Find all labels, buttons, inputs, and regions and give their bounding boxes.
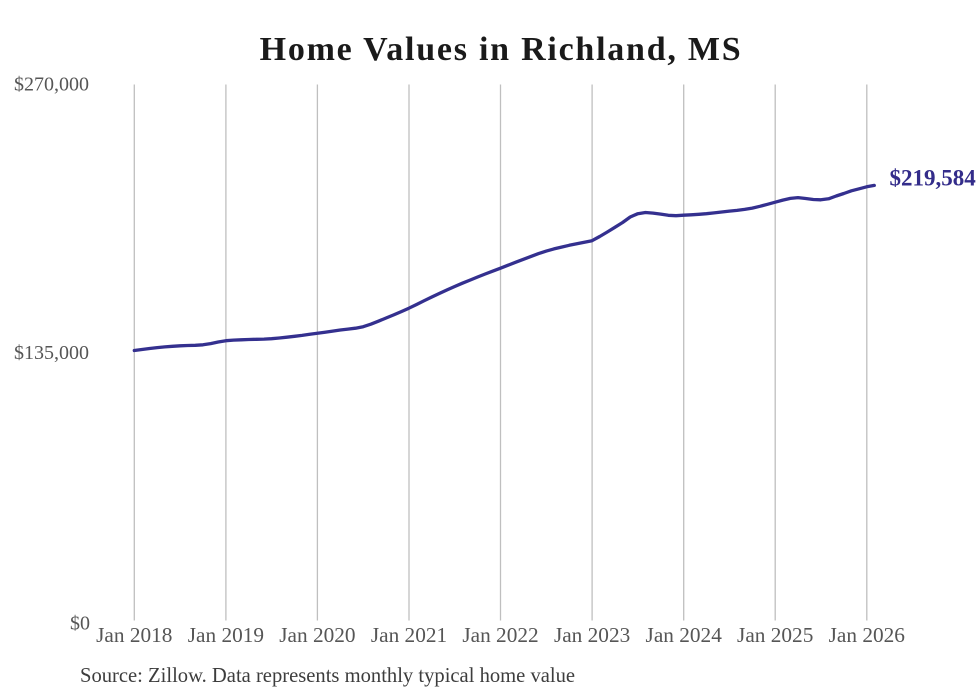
svg-text:$0: $0	[70, 613, 90, 635]
svg-text:Jan 2019: Jan 2019	[188, 623, 264, 647]
svg-text:Jan 2022: Jan 2022	[462, 623, 538, 647]
svg-text:Jan 2024: Jan 2024	[646, 623, 723, 647]
svg-text:Jan 2018: Jan 2018	[96, 623, 172, 647]
svg-text:Source: Zillow. Data represent: Source: Zillow. Data represents monthly …	[80, 665, 575, 687]
svg-text:Jan 2021: Jan 2021	[371, 623, 447, 647]
svg-text:Home Values in Richland, MS: Home Values in Richland, MS	[260, 31, 743, 68]
svg-text:Jan 2026: Jan 2026	[829, 623, 906, 647]
svg-text:Jan 2020: Jan 2020	[279, 623, 355, 647]
svg-text:$270,000: $270,000	[14, 74, 89, 96]
svg-text:$135,000: $135,000	[14, 342, 89, 364]
svg-text:$219,584: $219,584	[890, 166, 977, 191]
svg-text:Jan 2025: Jan 2025	[737, 623, 813, 647]
svg-text:Jan 2023: Jan 2023	[554, 623, 630, 647]
